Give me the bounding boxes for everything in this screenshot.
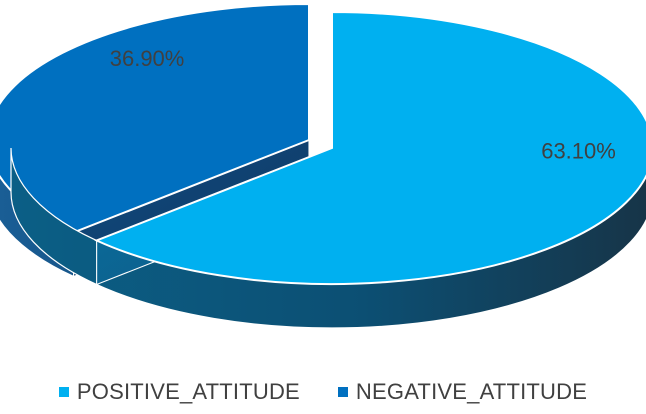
legend-swatch-positive — [58, 387, 69, 397]
legend-label-positive: POSITIVE_ATTITUDE — [76, 379, 300, 404]
legend-item-positive: POSITIVE_ATTITUDE — [58, 379, 300, 405]
positive-data-label: 63.10% — [541, 139, 616, 164]
legend-label-negative: NEGATIVE_ATTITUDE — [355, 379, 588, 404]
legend-swatch-negative — [337, 387, 348, 397]
positive-slice — [94, 10, 646, 285]
chart-legend: POSITIVE_ATTITUDE NEGATIVE_ATTITUDE — [0, 374, 646, 410]
negative-data-label: 36.90% — [110, 46, 185, 71]
legend-item-negative: NEGATIVE_ATTITUDE — [337, 379, 588, 405]
